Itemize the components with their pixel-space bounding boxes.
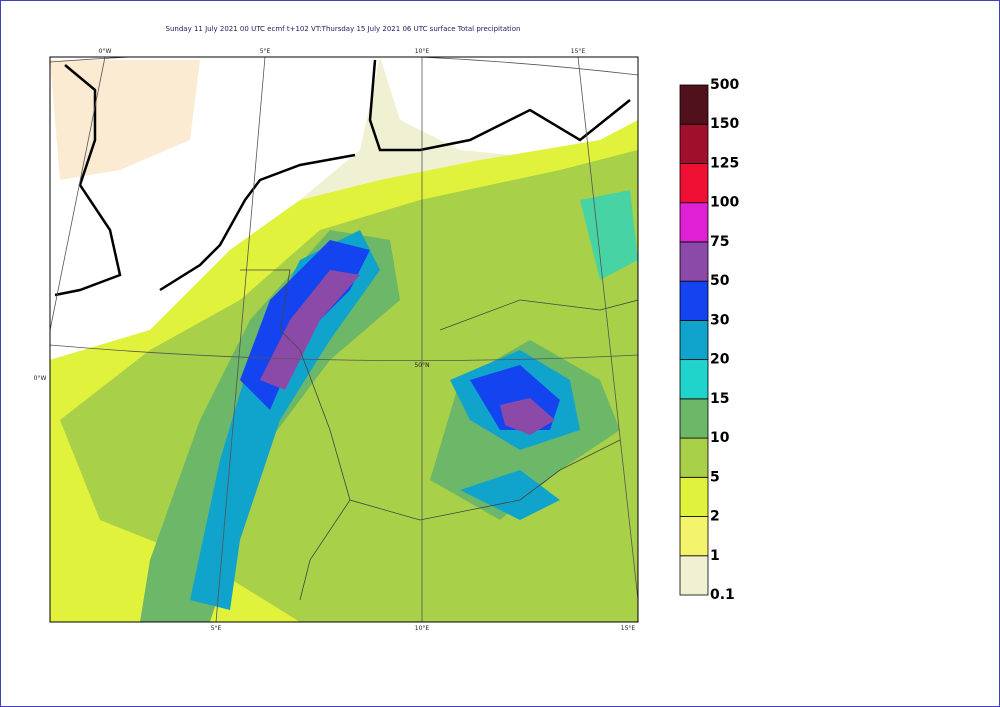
level-label: 75	[710, 234, 729, 250]
grid-label: 0°W	[99, 48, 112, 55]
color-band	[679, 280, 709, 321]
level-label: 10	[710, 430, 730, 446]
color-band	[679, 476, 709, 517]
color-band	[679, 163, 709, 204]
color-band	[679, 555, 709, 596]
grid-label: 15°E	[621, 625, 636, 632]
color-band	[679, 319, 709, 361]
level-label: 50	[710, 273, 730, 289]
color-band	[679, 202, 709, 243]
level-label: 125	[710, 155, 739, 171]
grid-label: 0°W	[34, 375, 47, 382]
grid-label: 50°N	[414, 362, 429, 369]
title: Sunday 11 July 2021 00 UTC ecmf t+102 VT…	[166, 25, 521, 33]
level-label: 2	[710, 509, 720, 525]
color-band	[679, 241, 709, 282]
borders	[240, 269, 638, 601]
color-band	[679, 359, 709, 400]
coastlines	[54, 59, 631, 297]
grid-label: 5°E	[211, 625, 222, 632]
grid-label: 10°E	[415, 625, 430, 632]
level-label: 100	[710, 195, 739, 211]
level-label: 5	[710, 469, 720, 485]
map-frame	[49, 56, 639, 623]
grid-label: 15°E	[571, 48, 586, 55]
color-band	[679, 398, 709, 439]
level-label: 500	[710, 77, 739, 93]
level-label: 150	[710, 116, 739, 132]
color-band	[679, 437, 709, 478]
graticule	[50, 57, 638, 622]
level-label: 20	[710, 352, 730, 368]
color-band	[679, 84, 709, 125]
level-label: 30	[710, 312, 730, 328]
grid-label: 5°E	[260, 48, 271, 55]
level-label: 1	[710, 548, 720, 564]
grid-label: 10°E	[415, 48, 430, 55]
color-band	[679, 123, 709, 164]
level-label: 0.1	[710, 587, 735, 603]
level-label: 15	[710, 391, 729, 407]
color-band	[679, 516, 709, 557]
precip-field	[50, 57, 638, 622]
